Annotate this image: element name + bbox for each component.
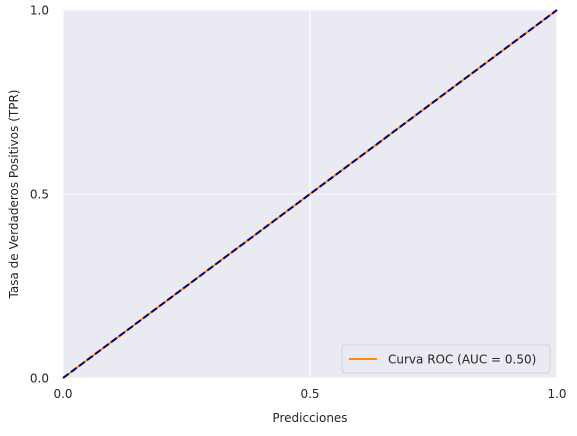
legend-box — [341, 344, 551, 374]
legend-label: Curva ROC (AUC = 0.50) — [388, 353, 536, 367]
legend: Curva ROC (AUC = 0.50) — [341, 344, 551, 374]
tick-labels: 0.0 0.5 1.0 0.0 0.5 1.0 — [30, 4, 567, 402]
x-tick-label-0: 0.0 — [53, 387, 72, 401]
x-tick-label-2: 1.0 — [547, 387, 566, 401]
series-layer — [62, 9, 558, 379]
y-tick-label-0: 0.0 — [30, 372, 49, 386]
y-tick-label-1: 0.5 — [30, 188, 49, 202]
x-tick-label-1: 0.5 — [300, 387, 319, 401]
diagonal-reference-line — [62, 9, 558, 379]
y-tick-label-2: 1.0 — [30, 4, 49, 18]
y-axis-label: Tasa de Verdaderos Positivos (TPR) — [7, 90, 21, 300]
x-axis-label: Predicciones — [272, 411, 347, 425]
